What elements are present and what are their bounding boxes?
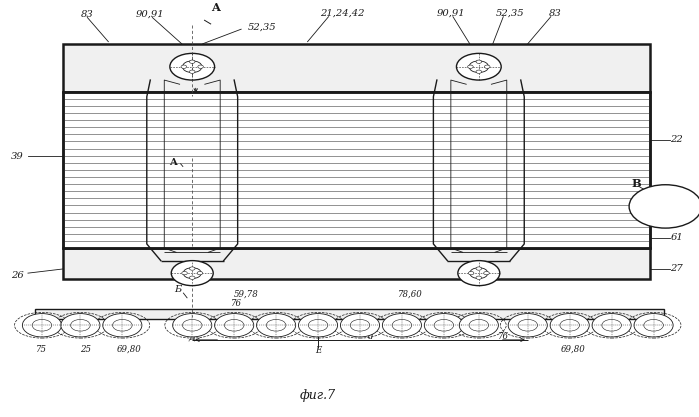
- Bar: [63, 92, 650, 248]
- Text: 76: 76: [231, 299, 242, 308]
- Circle shape: [350, 319, 370, 331]
- Circle shape: [456, 53, 501, 80]
- Circle shape: [197, 271, 203, 275]
- Circle shape: [103, 314, 142, 337]
- Circle shape: [32, 319, 52, 331]
- Circle shape: [308, 319, 328, 331]
- Circle shape: [634, 314, 673, 337]
- Circle shape: [459, 314, 498, 337]
- Circle shape: [22, 314, 62, 337]
- Circle shape: [424, 314, 463, 337]
- Text: 61: 61: [670, 233, 683, 242]
- Circle shape: [189, 267, 195, 270]
- Text: 83: 83: [549, 9, 562, 18]
- Text: 76: 76: [498, 332, 509, 342]
- Circle shape: [298, 314, 338, 337]
- Circle shape: [550, 314, 589, 337]
- Text: B: B: [631, 178, 641, 189]
- Text: 75: 75: [36, 344, 48, 354]
- Circle shape: [476, 276, 482, 279]
- Text: 52,35: 52,35: [496, 9, 524, 18]
- Circle shape: [189, 70, 195, 73]
- Circle shape: [469, 319, 489, 331]
- Circle shape: [170, 53, 215, 80]
- Circle shape: [629, 185, 699, 228]
- Circle shape: [182, 61, 202, 73]
- Text: Б: Б: [175, 285, 182, 294]
- Circle shape: [189, 276, 195, 279]
- Circle shape: [183, 268, 201, 279]
- Circle shape: [469, 61, 489, 73]
- Circle shape: [171, 261, 213, 286]
- Text: 69,80: 69,80: [117, 344, 142, 354]
- Text: A: A: [211, 3, 219, 13]
- Text: фиг.7: фиг.7: [300, 389, 336, 402]
- Text: 90,91: 90,91: [136, 10, 164, 19]
- Circle shape: [518, 319, 538, 331]
- Circle shape: [458, 261, 500, 286]
- Circle shape: [508, 314, 547, 337]
- Circle shape: [468, 271, 474, 275]
- Text: A: A: [169, 158, 178, 167]
- Circle shape: [61, 314, 100, 337]
- Circle shape: [182, 271, 187, 275]
- Circle shape: [602, 319, 621, 331]
- Circle shape: [257, 314, 296, 337]
- Circle shape: [468, 65, 473, 68]
- Circle shape: [215, 314, 254, 337]
- Circle shape: [484, 65, 490, 68]
- Text: Д: Д: [189, 332, 196, 342]
- Text: 90,91: 90,91: [437, 9, 465, 18]
- Text: 26: 26: [11, 271, 24, 280]
- Bar: [35, 309, 664, 319]
- Circle shape: [470, 268, 488, 279]
- Circle shape: [198, 65, 203, 68]
- Circle shape: [476, 60, 482, 63]
- Text: 25: 25: [80, 344, 91, 354]
- Circle shape: [113, 319, 132, 331]
- Circle shape: [484, 271, 489, 275]
- Circle shape: [644, 319, 663, 331]
- Text: E: E: [315, 346, 321, 355]
- Text: 83: 83: [81, 10, 94, 19]
- Circle shape: [266, 319, 286, 331]
- Bar: [63, 92, 650, 248]
- Circle shape: [189, 60, 195, 63]
- Circle shape: [224, 319, 244, 331]
- Text: 22: 22: [670, 135, 683, 144]
- Circle shape: [434, 319, 454, 331]
- Text: 27: 27: [670, 264, 683, 274]
- Circle shape: [181, 65, 187, 68]
- Circle shape: [382, 314, 421, 337]
- Bar: [63, 44, 650, 92]
- Text: 59,78: 59,78: [234, 289, 259, 299]
- Circle shape: [476, 267, 482, 270]
- Bar: [63, 248, 650, 279]
- Circle shape: [182, 319, 202, 331]
- Circle shape: [476, 70, 482, 73]
- Text: 52,35: 52,35: [248, 23, 276, 32]
- Text: 21,24,42: 21,24,42: [320, 9, 365, 18]
- Text: 39: 39: [11, 152, 24, 161]
- Circle shape: [71, 319, 90, 331]
- Circle shape: [560, 319, 579, 331]
- Circle shape: [592, 314, 631, 337]
- Text: 78,60: 78,60: [398, 289, 423, 299]
- Circle shape: [340, 314, 380, 337]
- Text: d: d: [368, 332, 373, 342]
- Circle shape: [392, 319, 412, 331]
- Text: 69,80: 69,80: [561, 344, 586, 354]
- Circle shape: [173, 314, 212, 337]
